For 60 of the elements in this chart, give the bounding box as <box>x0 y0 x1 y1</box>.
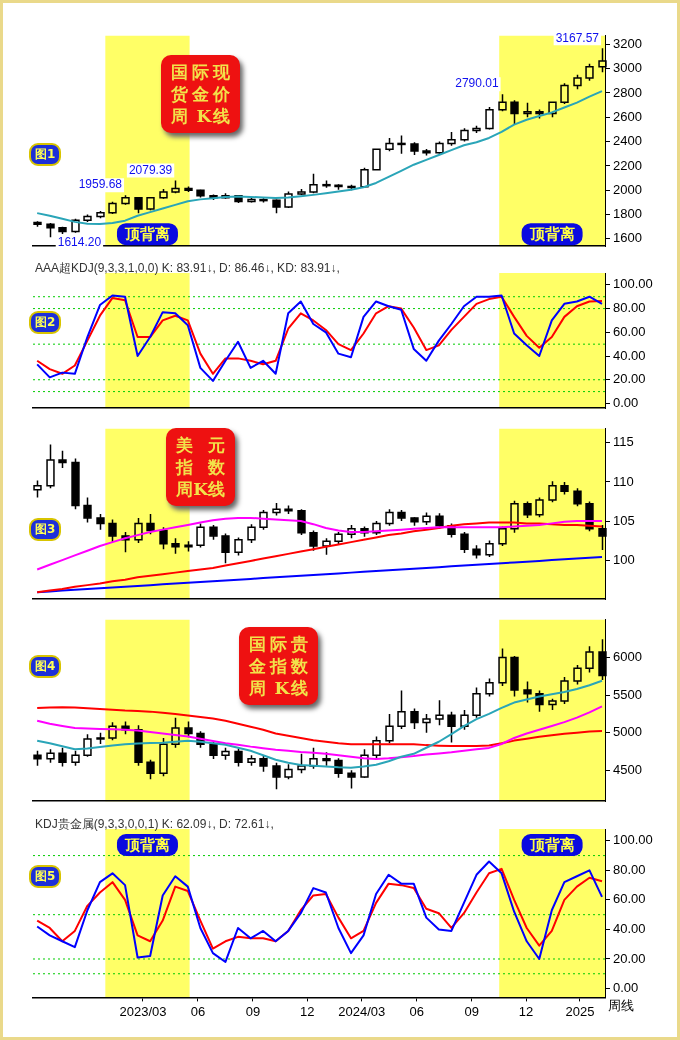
y-tick-label: 5500 <box>613 686 642 702</box>
annotation: 图3 <box>29 518 62 541</box>
annotation: 1959.68 <box>78 177 123 192</box>
y-tick-label: 1800 <box>613 206 642 222</box>
x-tick-label: 06 <box>190 1003 206 1019</box>
y-tick-label: 100.00 <box>613 276 653 292</box>
y-tick-label: 2000 <box>613 181 642 197</box>
y-tick-label: 115 <box>613 434 634 450</box>
y-tick-label: 40.00 <box>613 347 646 363</box>
y-tick-label: 105 <box>613 512 635 528</box>
x-axis-title: 周线 <box>608 998 634 1014</box>
y-tick-label: 2200 <box>613 157 642 173</box>
band-label: 顶背离 <box>123 835 170 854</box>
y-tick-label: 80.00 <box>613 300 646 316</box>
y-tick-label: 60.00 <box>613 323 646 339</box>
y-tick-label: 0.00 <box>613 395 639 411</box>
y-tick-label: 100.00 <box>613 832 653 848</box>
y-tick-label: 4500 <box>613 761 642 777</box>
annotation: 图2 <box>29 311 62 334</box>
band-label: 顶背离 <box>528 835 575 854</box>
candlestick <box>397 689 406 730</box>
y-tick-label: 2800 <box>613 84 642 100</box>
annotation: 2079.39 <box>128 162 173 177</box>
x-tick-label: 09 <box>464 1003 479 1019</box>
annotation: 1614.20 <box>57 235 102 250</box>
x-tick-label: 12 <box>518 1003 534 1019</box>
candlestick <box>435 699 444 726</box>
x-tick-label: 2024/03 <box>338 1003 386 1019</box>
annotation: 2790.01 <box>455 76 499 91</box>
annotation: 图5 <box>29 865 62 888</box>
text: 国际现货金价周 K线 <box>161 55 240 134</box>
y-tick-label: 20.00 <box>613 371 646 387</box>
y-tick-label: 6000 <box>613 649 642 665</box>
y-tick-label: 3200 <box>613 35 642 51</box>
y-tick-label: 3000 <box>613 60 642 76</box>
y-tick-label: 40.00 <box>613 921 646 937</box>
y-tick-label: 5000 <box>613 724 642 740</box>
band-label: 顶背离 <box>528 225 575 244</box>
y-tick-label: 2400 <box>613 133 642 149</box>
annotation: 3167.57 <box>555 30 600 45</box>
text: 国际贵金指数周 K线 <box>239 627 318 706</box>
y-tick-label: 110 <box>613 473 634 489</box>
band-label: 顶背离 <box>123 225 170 244</box>
x-tick-label: 09 <box>245 1003 261 1019</box>
x-tick-label: 06 <box>409 1003 424 1019</box>
text: 美元指数周K线 <box>166 428 236 507</box>
annotation: 图1 <box>29 143 62 166</box>
x-tick-label: 2025 <box>565 1003 595 1019</box>
x-tick-label: 12 <box>300 1003 315 1019</box>
y-tick-label: 20.00 <box>613 950 646 966</box>
y-tick-label: 60.00 <box>613 891 646 907</box>
y-tick-label: 2600 <box>613 108 642 124</box>
chart-title: KDJ贵金属(9,3,3,0,0,1) K: 62.09↓, D: 72.61↓, <box>35 816 274 833</box>
y-tick-label: 0.00 <box>613 980 639 996</box>
x-tick-label: 2023/03 <box>119 1003 167 1019</box>
y-tick-label: 80.00 <box>613 861 646 877</box>
y-tick-label: 1600 <box>613 230 642 246</box>
chart-title: AAA超KDJ(9,3,3,1,0,0) K: 83.91↓, D: 86.46↓, KD: 83.91↓, <box>35 260 340 277</box>
y-tick-label: 100 <box>613 551 635 567</box>
annotation: 图4 <box>29 655 62 678</box>
